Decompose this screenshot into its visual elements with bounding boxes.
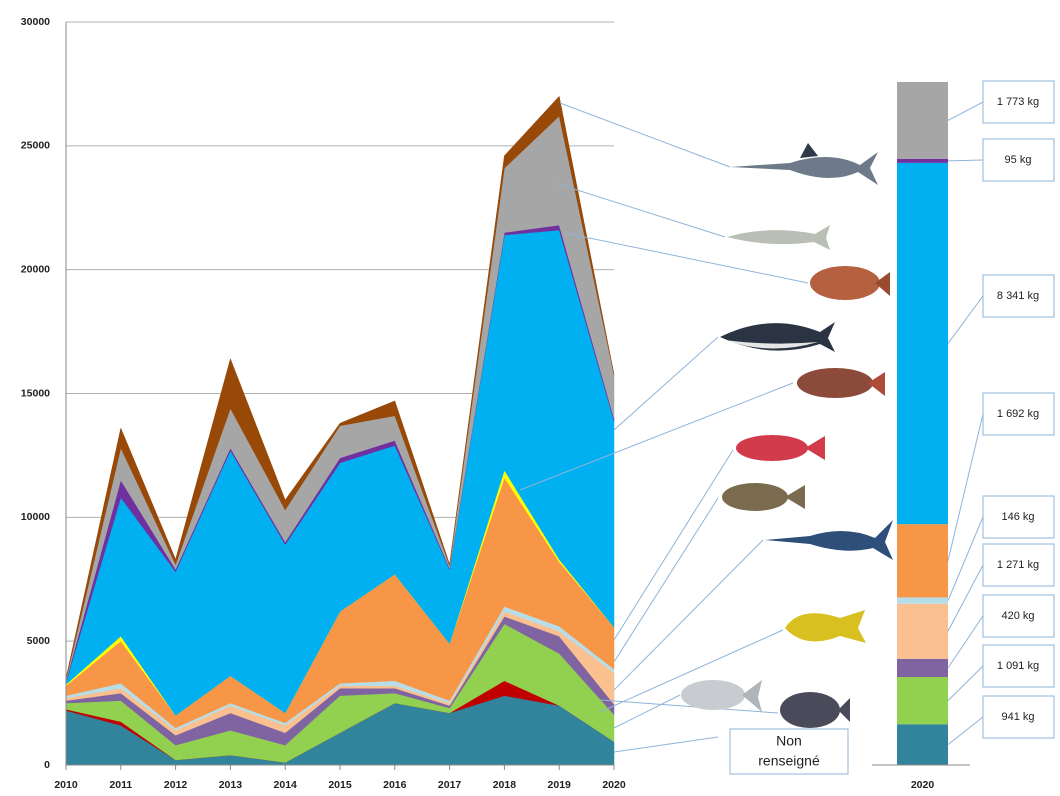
leader-line bbox=[599, 629, 784, 713]
x-tick-label: 2020 bbox=[911, 779, 935, 791]
label-box bbox=[982, 644, 1055, 688]
trevally bbox=[681, 680, 762, 712]
label-box bbox=[982, 695, 1055, 739]
x-tick-label: 2018 bbox=[493, 779, 517, 791]
y-tick-label: 25000 bbox=[21, 140, 50, 152]
data-label: 95 kg bbox=[1005, 154, 1032, 166]
label-box bbox=[982, 138, 1055, 182]
area bbox=[65, 95, 615, 680]
x-tick-label: 2013 bbox=[219, 779, 243, 791]
x-tick-label: 2011 bbox=[109, 779, 132, 791]
label-box bbox=[982, 392, 1055, 436]
leader-line bbox=[947, 665, 984, 701]
leader-line bbox=[599, 699, 779, 714]
label-box bbox=[982, 80, 1055, 124]
y-tick-label: 15000 bbox=[21, 387, 50, 399]
leader-line bbox=[613, 694, 681, 729]
annotation-box bbox=[729, 728, 849, 775]
leader-line bbox=[519, 382, 794, 491]
x-tick-label: 2015 bbox=[328, 779, 352, 791]
leader-line bbox=[947, 413, 984, 561]
bar-segment bbox=[897, 162, 948, 525]
y-tick-label: 20000 bbox=[21, 263, 50, 275]
x-tick-label: 2014 bbox=[274, 779, 298, 791]
y-tick-label: 5000 bbox=[27, 635, 51, 647]
leader-line bbox=[947, 516, 984, 601]
leader-line bbox=[947, 295, 984, 344]
bar-segment bbox=[897, 82, 948, 159]
leader-line bbox=[947, 101, 984, 121]
grouper bbox=[810, 266, 890, 300]
data-label: 1 091 kg bbox=[997, 660, 1039, 672]
bar-segment bbox=[897, 603, 948, 659]
leader-line bbox=[613, 539, 764, 691]
annotation: renseigné bbox=[758, 753, 820, 769]
data-label: 941 kg bbox=[1001, 711, 1034, 723]
leader-line bbox=[613, 497, 719, 663]
data-label: 1 692 kg bbox=[997, 408, 1039, 420]
label-box bbox=[982, 274, 1055, 318]
label-box bbox=[982, 495, 1055, 539]
data-label: 8 341 kg bbox=[997, 290, 1039, 302]
tuna bbox=[720, 322, 835, 352]
y-tick-label: 0 bbox=[44, 759, 50, 771]
leader-line bbox=[947, 716, 984, 746]
data-label: 420 kg bbox=[1001, 610, 1034, 622]
snapper bbox=[722, 483, 805, 511]
bar-segment bbox=[897, 676, 948, 725]
swordfish bbox=[730, 143, 878, 185]
bar-segment bbox=[897, 158, 948, 163]
marlin bbox=[765, 520, 893, 560]
bar-segment bbox=[897, 524, 948, 598]
bar-segment bbox=[897, 658, 948, 677]
fish-icons bbox=[681, 143, 893, 728]
leader-line bbox=[947, 615, 984, 669]
data-label: 146 kg bbox=[1001, 511, 1034, 523]
data-label: 1 773 kg bbox=[997, 96, 1039, 108]
leader-line bbox=[613, 736, 719, 753]
leader-line bbox=[947, 159, 984, 162]
leader-line bbox=[554, 182, 726, 238]
bar-segment bbox=[897, 724, 948, 765]
mahi-mahi bbox=[785, 610, 866, 643]
label-box bbox=[982, 543, 1055, 587]
label-box bbox=[982, 594, 1055, 638]
snapper bbox=[736, 435, 825, 461]
x-tick-label: 2017 bbox=[438, 779, 462, 791]
y-tick-label: 10000 bbox=[21, 511, 50, 523]
bar-segment bbox=[897, 597, 948, 604]
x-tick-label: 2019 bbox=[548, 779, 572, 791]
leader-line bbox=[559, 102, 731, 168]
leader-lines bbox=[519, 102, 809, 753]
surgeonfish bbox=[780, 692, 850, 728]
y-tick-label: 30000 bbox=[21, 16, 50, 28]
x-tick-label: 2020 bbox=[602, 779, 626, 791]
x-tick-label: 2016 bbox=[383, 779, 407, 791]
barracuda bbox=[727, 225, 830, 250]
x-tick-label: 2010 bbox=[54, 779, 78, 791]
leader-line bbox=[613, 449, 734, 641]
leader-line bbox=[947, 564, 984, 632]
data-label: 1 271 kg bbox=[997, 559, 1039, 571]
annotation: Non bbox=[776, 733, 802, 749]
leader-line bbox=[564, 232, 809, 284]
leader-line bbox=[613, 336, 719, 431]
grouper bbox=[797, 368, 885, 398]
x-tick-label: 2012 bbox=[164, 779, 188, 791]
